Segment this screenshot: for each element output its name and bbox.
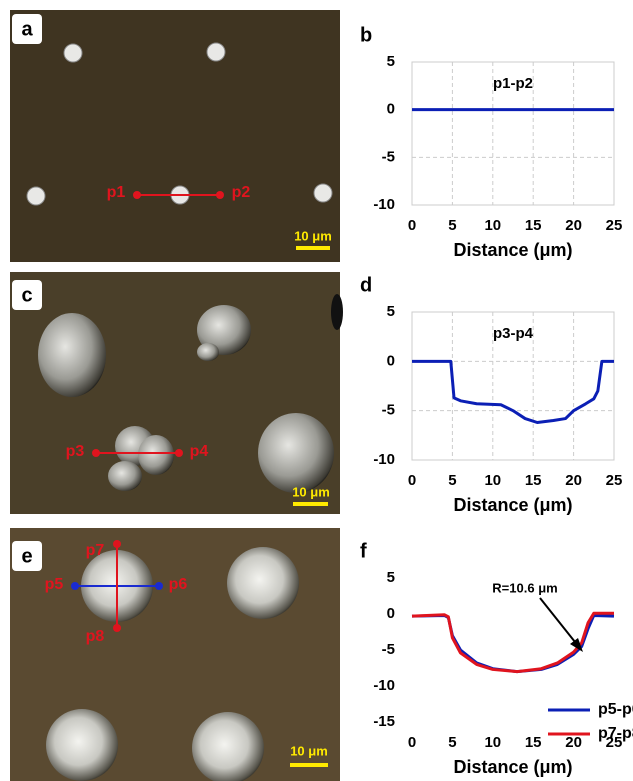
- y-tick-label: -15: [373, 713, 395, 730]
- x-tick-label: 15: [525, 734, 542, 751]
- x-tick-label: 0: [408, 734, 416, 751]
- x-tick-label: 25: [606, 472, 623, 489]
- x-axis-label: Distance (μm): [453, 240, 572, 260]
- y-tick-label: 0: [387, 352, 395, 369]
- plot-frame: [411, 311, 615, 461]
- x-tick-label: 15: [525, 217, 542, 234]
- x-axis-label: Distance (μm): [453, 495, 572, 515]
- panel-label: f: [360, 540, 367, 562]
- x-tick-label: 20: [565, 472, 582, 489]
- scale-bar-label: 10 μm: [290, 743, 328, 758]
- data-line: [412, 359, 614, 425]
- scale-bar-label: 10 μm: [294, 228, 332, 243]
- marker-label: p3: [66, 443, 85, 460]
- micrograph-e: p5 p6 p7 p8 10 μm e: [10, 528, 340, 781]
- y-tick-label: 0: [387, 605, 395, 622]
- micrograph-c: p3 p4 10 μm c: [10, 272, 343, 514]
- x-tick-label: 20: [565, 217, 582, 234]
- marker-label: p7: [86, 542, 105, 559]
- x-tick-label: 15: [525, 472, 542, 489]
- x-axis-label: Distance (μm): [453, 757, 572, 777]
- x-tick-label: 5: [448, 217, 456, 234]
- y-tick-label: -10: [373, 196, 395, 213]
- y-tick-label: 0: [387, 101, 395, 118]
- y-tick-label: 5: [387, 569, 395, 586]
- annotation-arrowhead: [570, 638, 583, 652]
- x-tick-label: 10: [484, 734, 501, 751]
- annotation-arrow: [539, 597, 580, 648]
- annotation: R=10.6 μm: [492, 580, 557, 595]
- panel-label: a: [21, 18, 33, 40]
- y-tick-label: -5: [382, 641, 395, 658]
- panel-label: b: [360, 24, 372, 46]
- panel-label: d: [360, 274, 372, 296]
- panel-label: e: [21, 545, 32, 567]
- y-tick-label: -10: [373, 677, 395, 694]
- x-tick-label: 25: [606, 217, 623, 234]
- x-tick-label: 20: [565, 734, 582, 751]
- marker-label: p4: [190, 443, 209, 460]
- x-tick-label: 25: [606, 734, 623, 751]
- marker-label: p8: [86, 628, 105, 645]
- y-tick-label: 5: [387, 303, 395, 320]
- x-tick-label: 10: [484, 472, 501, 489]
- y-tick-label: -5: [382, 402, 395, 419]
- marker-label: p6: [169, 576, 188, 593]
- x-tick-label: 0: [408, 472, 416, 489]
- series-label: p1-p2: [493, 75, 533, 92]
- marker-label: p2: [232, 184, 251, 201]
- data-line: [411, 613, 615, 674]
- marker-label: p5: [45, 576, 64, 593]
- data-line: [411, 611, 614, 674]
- micrograph-a: p1 p2 10 μm a: [10, 10, 340, 262]
- legend-label: p5-p6: [598, 701, 633, 718]
- panel-label: c: [21, 284, 32, 306]
- plot-frame: [411, 61, 615, 206]
- x-tick-label: 5: [448, 734, 456, 751]
- x-tick-label: 5: [448, 472, 456, 489]
- marker-label: p1: [107, 184, 126, 201]
- series-label: p3-p4: [493, 325, 534, 342]
- y-tick-label: 5: [387, 53, 395, 70]
- y-tick-label: -10: [373, 451, 395, 468]
- legend-label: p7-p8: [598, 725, 633, 742]
- scale-bar-label: 10 μm: [292, 484, 330, 499]
- x-tick-label: 0: [408, 217, 416, 234]
- y-tick-label: -5: [382, 148, 395, 165]
- x-tick-label: 10: [484, 217, 501, 234]
